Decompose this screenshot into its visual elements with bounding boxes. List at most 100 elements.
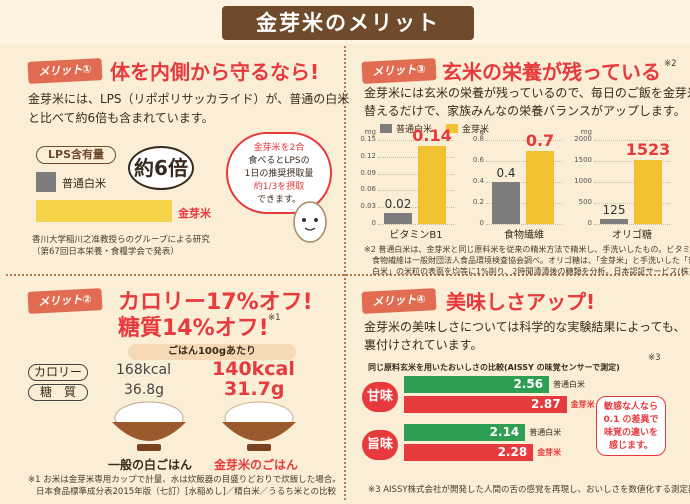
merit3-body-line2: 替えるだけで、家族みんなの栄養バランスがアップします。 <box>364 104 686 118</box>
lps-kinme-label: 金芽米 <box>178 207 211 220</box>
legend-kinme-swatch <box>446 124 458 133</box>
chart-tick-label: 1500 <box>574 156 592 164</box>
column-divider <box>344 46 346 500</box>
callout-line4: 感じます。 <box>608 441 654 451</box>
chart-gridline <box>486 161 562 162</box>
chart-tick-label: 0.09 <box>360 168 376 177</box>
chart-tick-label: 0.8 <box>472 135 484 143</box>
page-title: 金芽米のメリット <box>222 6 474 40</box>
taste-series-label: 金芽米 <box>570 400 595 409</box>
bubble-line5: できます。 <box>256 195 302 205</box>
normal-sugar-value: 36.8g <box>124 382 165 398</box>
callout-line2: 0.1 の差異で <box>603 415 659 425</box>
callout-line1: 敏感な人なら <box>603 402 658 412</box>
bubble-line3: 1日の推奨摂取量 <box>244 169 314 179</box>
row-calorie-label: カロリー <box>28 364 88 381</box>
lps-white-rice-bar <box>36 172 56 192</box>
normal-rice-bowl-icon <box>112 401 186 451</box>
chart-tick-label: 0.06 <box>360 185 376 194</box>
bar-value-label: 1523 <box>625 140 671 160</box>
chart-gridline <box>486 182 562 183</box>
chart-gridline <box>378 207 454 209</box>
chart-category-label: 食物繊維 <box>504 230 544 241</box>
kinme-sugar-value: 31.7g <box>224 378 285 400</box>
merit4-note: ※3 AISSY株式会社が開発した人間の舌の感覚を再現し、おいしさを数値化する測… <box>368 485 690 495</box>
merit2-heading-line2: 糖質14%オフ! <box>118 316 269 341</box>
chart-unit: mg <box>580 128 592 136</box>
taste-bar-white-rice: 2.56 <box>404 376 550 393</box>
chart-gridline <box>594 203 670 204</box>
taste-bar-white-rice: 2.14 <box>404 424 526 441</box>
chart-category-label: オリゴ糖 <box>612 230 652 241</box>
merit3-body-line1: 金芽米には玄米の栄養が残っているので、毎日のご飯を金芽米に <box>364 86 690 100</box>
chart-gridline <box>594 182 670 183</box>
merit1-body-line1: 金芽米には、LPS（リポポリサッカライド）が、普通の白米 <box>28 92 350 106</box>
merit1-source-line2: （第67回日本栄養・食糧学会で発表） <box>32 247 179 257</box>
chart-gridline <box>378 140 454 141</box>
chart-tick-label: 0.2 <box>472 198 484 206</box>
merit2-heading-line1: カロリー17%オフ! <box>118 290 313 315</box>
taste-callout: 敏感な人なら 0.1 の差異で 味覚の違いを 感じます。 <box>596 396 666 456</box>
merit2-note-line2: 日本食品標準成分表2015年版（七訂）[水稲めし]／精白米／うるち米との比較 <box>36 487 337 497</box>
merit1-tag: メリット① <box>27 58 103 84</box>
chart-gridline <box>594 224 670 225</box>
taste-bar-kinme: 2.87 <box>404 396 567 413</box>
bubble-line1: 金芽米を2合 <box>253 143 305 153</box>
compare-mark: ※3 <box>648 353 661 363</box>
bubble-line2: 食べるとLPSの <box>248 156 310 166</box>
lps-label: LPS含有量 <box>36 146 116 164</box>
merit2-footnote-mark: ※1 <box>268 313 281 323</box>
chart-gridline <box>378 173 454 175</box>
chart-tick-label: 0.4 <box>472 177 484 185</box>
merit4-tag: メリット④ <box>361 288 437 314</box>
merit1-heading: 体を内側から守るなら! <box>110 60 320 84</box>
normal-calorie-value: 168kcal <box>116 362 171 378</box>
bar-kinme <box>526 150 554 224</box>
multiplier-text: 約6倍 <box>134 156 188 180</box>
bar-value-label: 125 <box>602 202 626 217</box>
chart-tick-label: 0 <box>371 219 376 227</box>
merit3-heading: 玄米の栄養が残っている <box>442 60 661 84</box>
chart-tick-label: 0.03 <box>360 202 376 211</box>
chart-gridline <box>486 140 562 141</box>
chart-category-label: ビタミンB1 <box>389 230 443 241</box>
bar-white-rice <box>384 212 412 224</box>
bar-white-rice <box>600 218 628 224</box>
lps-speech-bubble: 金芽米を2合 食べるとLPSの 1日の推奨摂取量 約1/3を摂取 できます。 <box>226 132 332 214</box>
taste-series-label: 金芽米 <box>537 448 562 457</box>
row-sugar-label: 糖 質 <box>28 384 88 401</box>
chart-gridline <box>594 161 670 162</box>
merit3-note-line2: 食物繊維は一般財団法人食品環境検査協会調べ。オリゴ糖は、「金芽米」と手洗いした「… <box>372 256 690 265</box>
taste-category-label: 甘味 <box>362 382 398 412</box>
legend-kinme-label: 金芽米 <box>462 125 490 135</box>
row-divider <box>6 274 684 276</box>
multiplier-badge: 約6倍 <box>128 146 194 190</box>
chart-gridline <box>486 224 562 225</box>
bar-kinme <box>634 160 662 224</box>
kinme-rice-bowl-icon <box>222 401 296 451</box>
chart-tick-label: 0 <box>587 219 592 227</box>
chart-unit: g <box>479 128 484 136</box>
merit3-note-line1: ※2 普通白米は、金芽米と同じ原料米を従来の精米方法で精米し、手洗いしたもの。ビ… <box>364 245 690 254</box>
callout-line3: 味覚の違いを <box>603 428 658 438</box>
legend-white-label: 普通白米 <box>396 125 433 135</box>
nutrition-charts: mg 0 0.03 0.06 0.09 0.12 0.15 0.02 0.14 ビタミンB1 g 0 0… <box>350 126 684 246</box>
bubble-line4: 約1/3を摂取 <box>253 182 305 192</box>
bar-value-label: 0.4 <box>496 166 516 180</box>
chart-gridline <box>378 190 454 192</box>
taste-chart: 甘味 2.56 普通白米 2.87 金芽米 旨味 2.14 普通白米 2.28 金芽米 <box>360 376 600 470</box>
bar-kinme <box>418 145 446 224</box>
merit2-note-line1: ※1 お米は金芽米専用カップで計量、水は炊飯器の目盛りどおりで炊飯した場合。 <box>28 475 341 485</box>
taste-bar-kinme: 2.28 <box>404 444 534 461</box>
chart-tick-label: 0.15 <box>360 135 376 143</box>
bar-value-label: 0.14 <box>412 125 452 145</box>
taste-category-label: 旨味 <box>362 430 398 460</box>
merit1-source-line1: 香川大学稲川之准教授らのグループによる研究 <box>32 235 210 245</box>
merit4-body-line1: 金芽米の美味しさについては科学的な実験結果によっても、 <box>364 320 686 334</box>
rice-mascot-icon <box>293 201 327 243</box>
compare-title: 同じ原料玄米を用いたおいしさの比較(AISSY の味覚センサーで測定) <box>368 363 620 372</box>
chart-unit: mg <box>364 128 376 136</box>
chart-tick-label: 500 <box>578 198 592 206</box>
lps-kinme-bar <box>36 200 172 222</box>
merit2-tag: メリット② <box>27 288 103 314</box>
